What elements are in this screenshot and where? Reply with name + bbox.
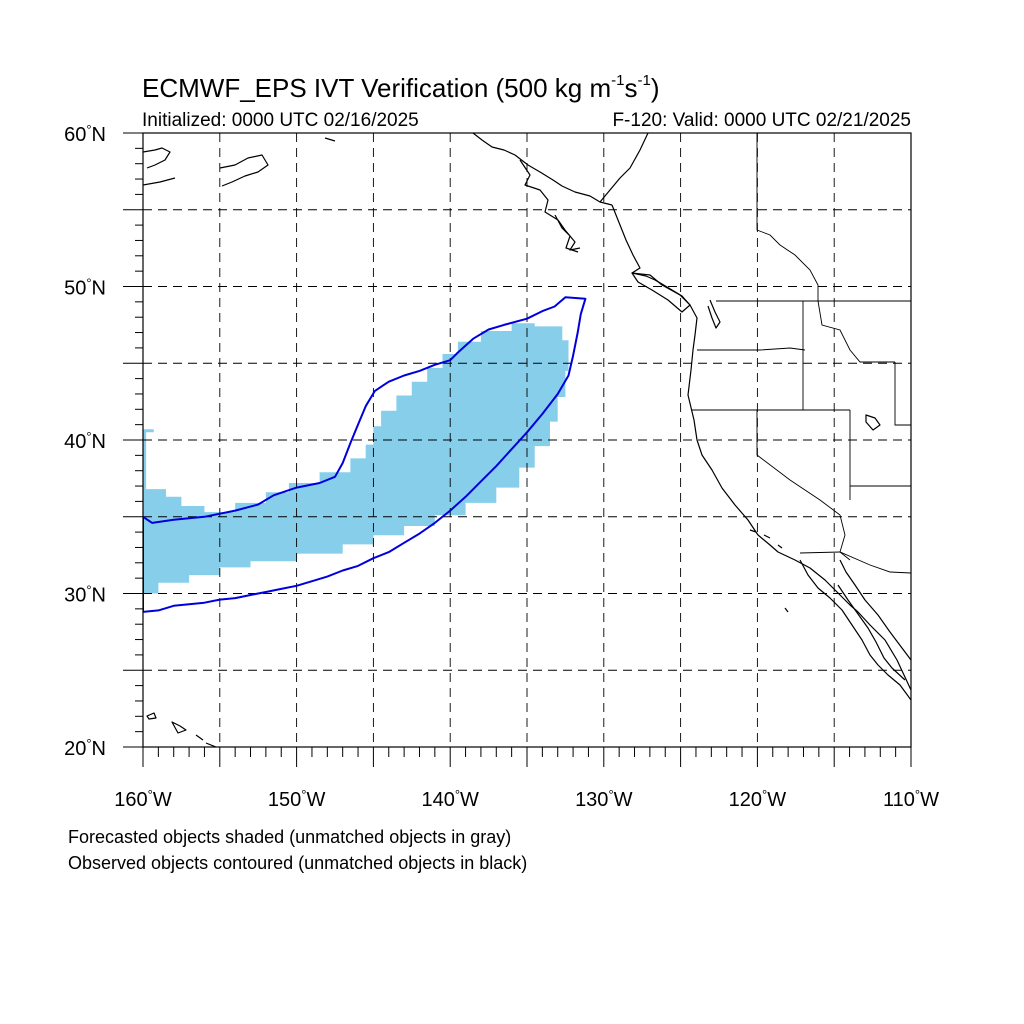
puget-sound <box>707 299 721 329</box>
map-title-exponent-1: -1 <box>611 72 625 90</box>
baja-california <box>799 559 911 701</box>
map-title-mid: s <box>624 73 638 103</box>
us-mexico-border <box>799 551 911 574</box>
lat-label: 30°N <box>64 583 106 607</box>
lon-label: 160°W <box>114 787 172 811</box>
hawaii-islands <box>146 712 217 747</box>
observed-note: Observed objects contoured (unmatched ob… <box>68 853 528 873</box>
idaho-montana-border <box>817 300 895 363</box>
map-title-exponent-2: -1 <box>637 72 651 90</box>
alaska-panhandle-islands <box>519 159 613 253</box>
political-borders <box>691 133 911 574</box>
lat-label: 40°N <box>64 429 106 453</box>
arizona-california-border <box>839 514 846 553</box>
north-america-west-coast <box>472 133 649 203</box>
axis-ticks <box>123 132 912 767</box>
forecast-note: Forecasted objects shaded (unmatched obj… <box>68 827 512 847</box>
initialized-time: Initialized: 0000 UTC 02/16/2025 <box>142 110 419 131</box>
map-title: ECMWF_EPS IVT Verification (500 kg m-1s-… <box>142 72 659 104</box>
lon-label: 130°W <box>575 787 633 811</box>
alaska-gulf-coast <box>143 137 336 187</box>
sonora-baja-border <box>839 551 851 561</box>
british-columbia-coast <box>611 204 911 691</box>
lon-label: 150°W <box>268 787 326 811</box>
lat-label: 20°N <box>64 736 106 760</box>
vancouver-island <box>631 272 691 313</box>
channel-islands <box>749 529 789 613</box>
axis-labels: 60°N 50°N 40°N 30°N 20°N 160°W 150°W 140°W 130°W… <box>64 122 939 811</box>
gulf-of-california <box>839 559 911 661</box>
forecast-object <box>143 323 569 594</box>
lon-label: 120°W <box>729 787 787 811</box>
lon-label: 110°W <box>883 787 939 811</box>
washington-oregon-border <box>697 347 806 351</box>
lon-label: 140°W <box>421 787 479 811</box>
observed-object <box>143 296 587 613</box>
utah-wyoming-border <box>894 362 911 426</box>
lat-label: 60°N <box>64 122 106 146</box>
great-salt-lake <box>865 414 881 431</box>
coastlines <box>143 133 911 747</box>
map-title-main: ECMWF_EPS IVT Verification (500 kg m <box>142 73 612 103</box>
bc-alberta-border <box>756 133 819 301</box>
map-title-close: ) <box>650 73 660 103</box>
grid-lines <box>143 133 911 747</box>
california-nevada-border <box>756 410 841 516</box>
valid-time: F-120: Valid: 0000 UTC 02/21/2025 <box>612 110 911 131</box>
lat-label: 50°N <box>64 276 106 300</box>
